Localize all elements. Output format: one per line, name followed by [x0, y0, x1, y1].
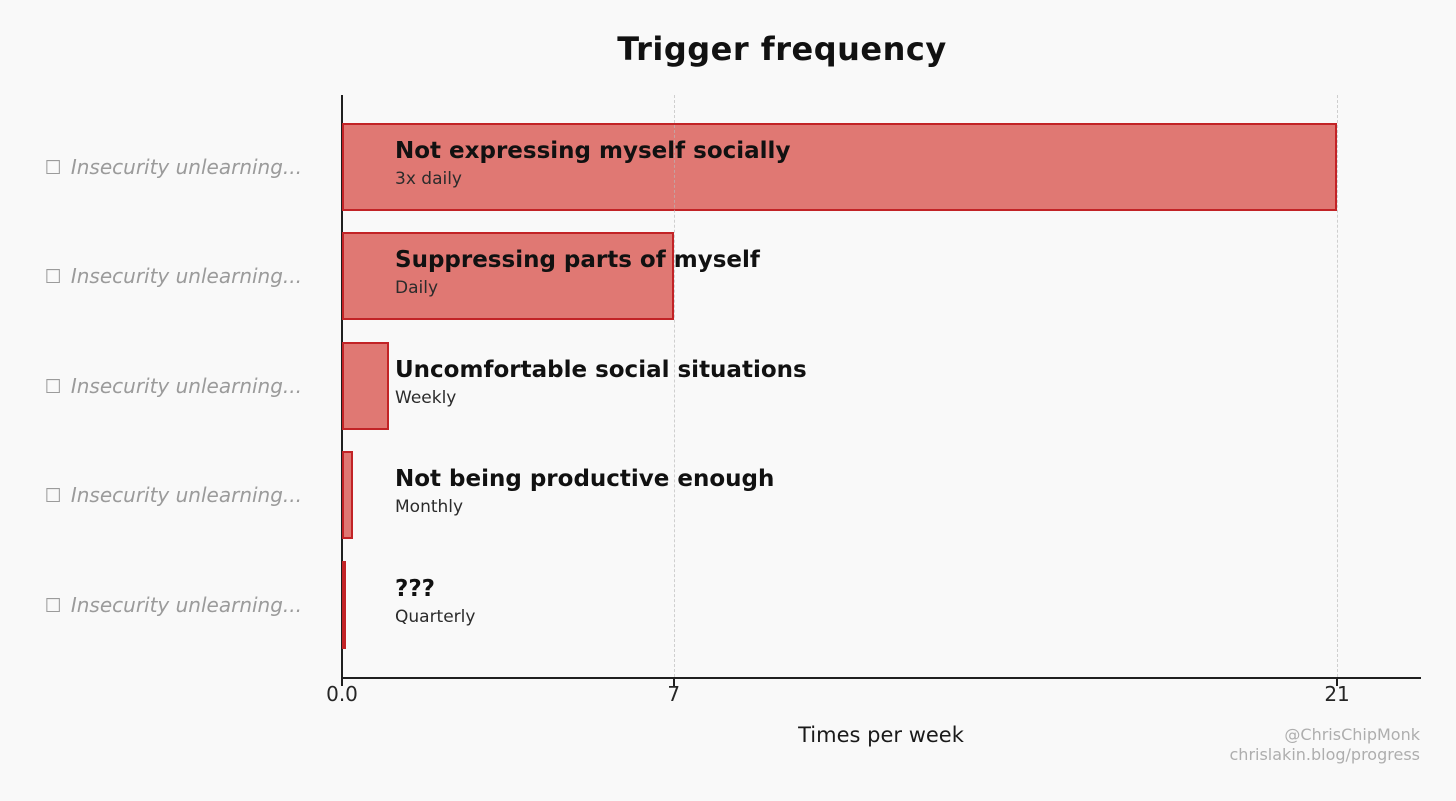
- plot-area: Not expressing myself socially 3x daily …: [326, 95, 1421, 706]
- checkbox-icon: ☐: [44, 485, 62, 508]
- y-tick-text: Insecurity unlearning...: [70, 373, 302, 398]
- bar-label: Not being productive enough: [395, 466, 775, 493]
- gridline: [673, 95, 675, 677]
- x-tick-label: 21: [1324, 682, 1350, 706]
- checkbox-icon: ☐: [44, 375, 62, 398]
- y-tick-text: Insecurity unlearning...: [70, 592, 302, 617]
- bar-row: Not being productive enough Monthly: [342, 451, 1420, 540]
- bar-label: ???: [395, 575, 436, 602]
- y-tick-text: Insecurity unlearning...: [70, 264, 302, 289]
- bar: [342, 232, 674, 321]
- y-tick-label: ☐ Insecurity unlearning...: [20, 261, 302, 292]
- x-axis-spine: [341, 677, 1421, 679]
- bar-row: Not expressing myself socially 3x daily: [342, 123, 1420, 211]
- bar-sublabel: Daily: [395, 278, 439, 299]
- bar-label: Suppressing parts of myself: [395, 247, 760, 274]
- checkbox-icon: ☐: [44, 594, 62, 617]
- y-tick-label: ☐ Insecurity unlearning...: [20, 590, 302, 621]
- bar-label: Uncomfortable social situations: [395, 356, 807, 383]
- x-tick-mark: [1336, 679, 1339, 686]
- credit-text: @ChrisChipMonk chrislakin.blog/progress: [1230, 725, 1421, 765]
- y-tick-text: Insecurity unlearning...: [70, 483, 302, 508]
- y-tick-label: ☐ Insecurity unlearning...: [20, 480, 302, 511]
- bar-label: Not expressing myself socially: [395, 138, 791, 164]
- y-tick-label: ☐ Insecurity unlearning...: [20, 371, 302, 402]
- credit-handle: @ChrisChipMonk: [1284, 725, 1420, 744]
- bar-sublabel: Monthly: [395, 497, 464, 518]
- checkbox-icon: ☐: [44, 157, 62, 179]
- bar-row: Uncomfortable social situations Weekly: [342, 341, 1420, 430]
- x-tick-mark: [672, 679, 675, 686]
- bar: [342, 341, 390, 430]
- bar: [342, 451, 353, 540]
- bar: [342, 123, 1338, 211]
- x-tick-label: 7: [667, 682, 681, 706]
- x-axis-title: Times per week: [798, 723, 964, 747]
- bar-sublabel: Quarterly: [395, 606, 476, 627]
- bar-sublabel: 3x daily: [395, 169, 462, 189]
- gridline: [1337, 95, 1339, 677]
- bar: [342, 560, 346, 649]
- bar-sublabel: Weekly: [395, 387, 457, 408]
- bar-row: Suppressing parts of myself Daily: [342, 232, 1420, 321]
- bar-row: ??? Quarterly: [342, 560, 1420, 649]
- chart-title: Trigger frequency: [617, 30, 947, 68]
- credit-url: chrislakin.blog/progress: [1229, 745, 1421, 764]
- y-tick-label: ☐ Insecurity unlearning...: [20, 152, 302, 183]
- checkbox-icon: ☐: [44, 266, 62, 289]
- x-tick-mark: [341, 679, 343, 686]
- y-tick-text: Insecurity unlearning...: [70, 155, 302, 179]
- x-tick-label: 0.0: [326, 682, 358, 706]
